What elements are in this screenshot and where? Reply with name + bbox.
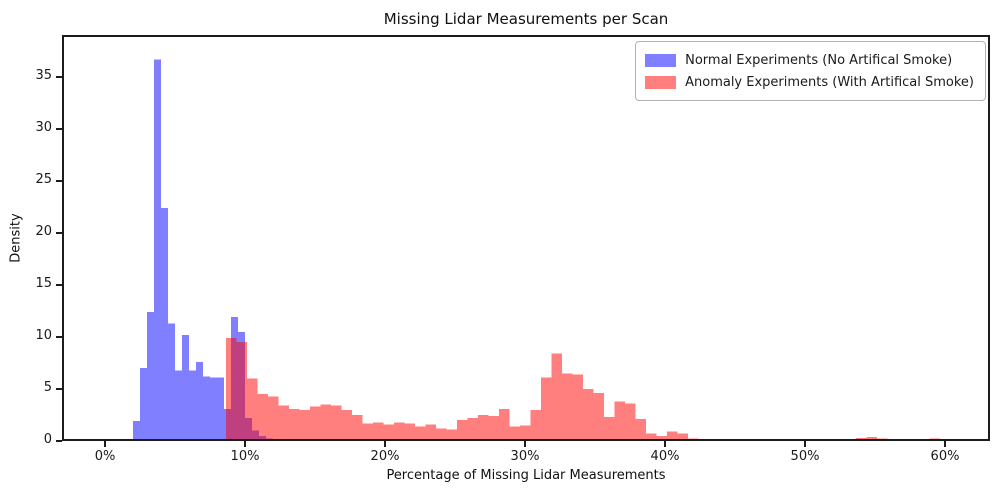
y-tick-mark bbox=[56, 128, 62, 130]
histogram-series-1 bbox=[225, 338, 940, 441]
histogram-series-0 bbox=[133, 59, 301, 441]
plot-border bbox=[62, 35, 990, 441]
x-tick-mark bbox=[804, 441, 806, 447]
x-tick-label: 0% bbox=[94, 449, 116, 464]
y-tick-mark bbox=[56, 232, 62, 234]
plot-area bbox=[62, 35, 990, 441]
y-tick-mark bbox=[56, 180, 62, 182]
x-tick-mark bbox=[524, 441, 526, 447]
x-tick-label: 50% bbox=[790, 449, 820, 464]
x-tick-mark bbox=[944, 441, 946, 447]
chart-title: Missing Lidar Measurements per Scan bbox=[383, 10, 669, 28]
x-tick-label: 20% bbox=[370, 449, 400, 464]
legend-label: Normal Experiments (No Artifical Smoke) bbox=[685, 52, 953, 68]
y-tick-mark bbox=[56, 440, 62, 442]
legend-label: Anomaly Experiments (With Artifical Smok… bbox=[685, 74, 974, 90]
legend-item-0: Normal Experiments (No Artifical Smoke) bbox=[645, 49, 974, 71]
y-tick-label: 35 bbox=[35, 68, 52, 83]
x-tick-mark bbox=[104, 441, 106, 447]
y-tick-label: 30 bbox=[35, 120, 52, 135]
y-tick-label: 20 bbox=[35, 224, 52, 239]
x-tick-label: 40% bbox=[650, 449, 680, 464]
y-tick-label: 15 bbox=[35, 276, 52, 291]
legend-swatch-icon bbox=[645, 53, 677, 67]
x-tick-mark bbox=[664, 441, 666, 447]
x-tick-mark bbox=[244, 441, 246, 447]
x-tick-label: 60% bbox=[930, 449, 960, 464]
y-tick-mark bbox=[56, 76, 62, 78]
x-axis-label: Percentage of Missing Lidar Measurements bbox=[386, 468, 666, 483]
y-tick-label: 5 bbox=[43, 380, 52, 395]
y-tick-mark bbox=[56, 336, 62, 338]
legend: Normal Experiments (No Artifical Smoke) A… bbox=[635, 41, 986, 101]
legend-item-1: Anomaly Experiments (With Artifical Smok… bbox=[645, 71, 974, 93]
y-tick-label: 10 bbox=[35, 328, 52, 343]
legend-swatch-icon bbox=[645, 75, 677, 89]
y-tick-label: 25 bbox=[35, 172, 52, 187]
x-tick-label: 10% bbox=[230, 449, 260, 464]
x-tick-mark bbox=[384, 441, 386, 447]
y-tick-label: 0 bbox=[43, 432, 52, 447]
y-tick-mark bbox=[56, 284, 62, 286]
y-tick-mark bbox=[56, 388, 62, 390]
x-tick-label: 30% bbox=[510, 449, 540, 464]
